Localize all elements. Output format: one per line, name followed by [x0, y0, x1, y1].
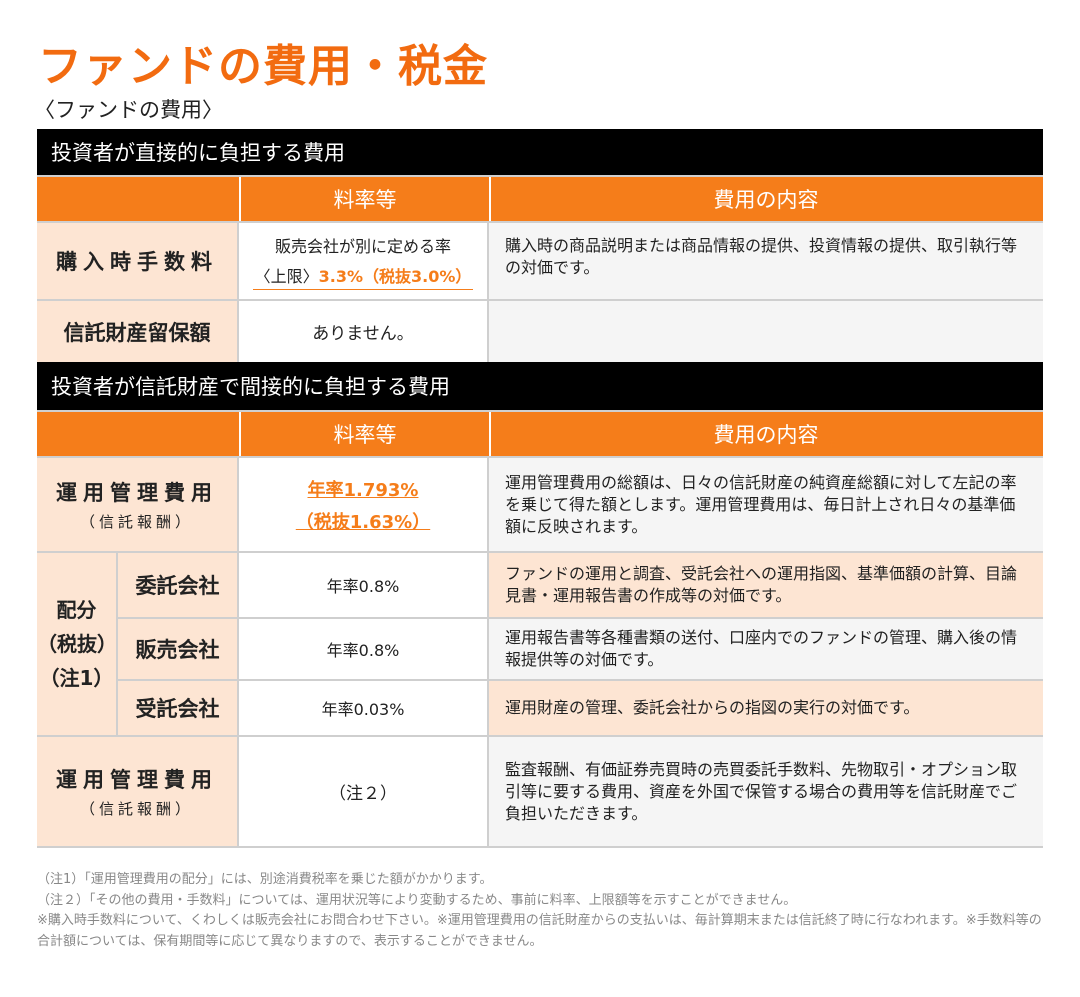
management-fee-label: 運用管理費用 — [56, 481, 218, 505]
footnote-1: （注1）「運用管理費用の配分」には、別途消費税率を乗じた額がかかります。 — [37, 872, 493, 887]
breakdown-rate-trustee: 年率0.03% — [239, 681, 487, 735]
management-fee-rate: 年率1.793% — [307, 479, 419, 501]
page-subtitle: 〈ファンドの費用〉 — [34, 98, 223, 122]
breakdown-label-line1: 配分 — [56, 598, 97, 622]
management-fee-rate-excl-tax: （税抜1.63%） — [295, 511, 431, 533]
purchase-fee-rate-line1: 販売会社が別に定める率 — [274, 236, 451, 256]
row-label-other-fees: 運用管理費用 （信託報酬） — [37, 737, 237, 846]
row-content-other-fees: 監査報酬、有価証券売買時の売買委託手数料、先物取引・オプション取引等に要する費用… — [489, 737, 1043, 846]
breakdown-rate-distributor: 年率0.8% — [239, 619, 487, 679]
row-rate-retention: ありません。 — [239, 301, 487, 362]
management-fee-sublabel: （信託報酬） — [79, 513, 194, 531]
section-indirect-costs-header: 料率等 費用の内容 — [37, 412, 1043, 456]
purchase-fee-rate-value: 3.3%（税抜3.0%） — [318, 266, 472, 286]
row-label-purchase-fee: 購入時手数料 — [37, 223, 237, 299]
row-content-purchase-fee: 購入時の商品説明または商品情報の提供、投資情報の提供、取引執行等の対価です。 — [489, 223, 1043, 299]
breakdown-label-line3: （注1） — [39, 666, 114, 690]
breakdown-label-distributor: 販売会社 — [118, 619, 237, 679]
breakdown-label: 配分 （税抜） （注1） — [37, 553, 117, 735]
footnote-3: ※購入時手数料について、くわしくは販売会社にお問合わせ下さい。※運用管理費用の信… — [37, 913, 1042, 949]
section-direct-costs-header: 料率等 費用の内容 — [37, 177, 1043, 221]
breakdown-content-trustee: 運用財産の管理、委託会社からの指図の実行の対価です。 — [489, 681, 1043, 735]
row-label-management-fee: 運用管理費用 （信託報酬） — [37, 458, 237, 551]
breakdown-content-distributor: 運用報告書等各種書類の送付、口座内でのファンドの管理、購入後の情報提供等の対価で… — [489, 619, 1043, 679]
header-blank — [37, 177, 237, 221]
row-content-management-fee: 運用管理費用の総額は、日々の信託財産の純資産総額に対して左記の率を乗じて得た額と… — [489, 458, 1043, 551]
row-rate-management-fee: 年率1.793% （税抜1.63%） — [239, 458, 487, 551]
page-title: ファンドの費用・税金 — [38, 41, 488, 92]
breakdown-label-trustor: 委託会社 — [118, 553, 237, 617]
footnote-2: （注２）「その他の費用・手数料」については、運用状況等により変動するため、事前に… — [37, 892, 797, 908]
breakdown-label-line2: （税抜） — [37, 632, 117, 656]
row-content-retention — [489, 301, 1043, 362]
other-fees-sublabel: （信託報酬） — [79, 800, 194, 818]
header-content: 費用の内容 — [713, 188, 819, 212]
row-rate-purchase-fee: 販売会社が別に定める率 〈上限〉3.3%（税抜3.0%） — [239, 223, 487, 299]
breakdown-content-trustor: ファンドの運用と調査、受託会社への運用指図、基準価額の計算、目論見書・運用報告書… — [489, 553, 1043, 617]
header-content-2: 費用の内容 — [713, 423, 819, 447]
header-rate-2: 料率等 — [239, 412, 491, 456]
purchase-fee-rate-line2: 〈上限〉3.3%（税抜3.0%） — [252, 263, 474, 290]
header-rate: 料率等 — [239, 177, 491, 221]
section-direct-costs-title: 投資者が直接的に負担する費用 — [37, 129, 1043, 175]
row-rate-other-fees: （注２） — [239, 737, 487, 846]
header-blank-2 — [37, 412, 237, 456]
row-label-retention: 信託財産留保額 — [37, 301, 237, 362]
footnotes: （注1）「運用管理費用の配分」には、別途消費税率を乗じた額がかかります。 （注２… — [37, 870, 1047, 952]
purchase-fee-rate-prefix: 〈上限〉 — [254, 266, 319, 286]
section-indirect-costs-title: 投資者が信託財産で間接的に負担する費用 — [37, 362, 1043, 410]
breakdown-rate-trustor: 年率0.8% — [239, 553, 487, 617]
other-fees-label: 運用管理費用 — [56, 768, 218, 792]
breakdown-label-trustee: 受託会社 — [118, 681, 237, 735]
